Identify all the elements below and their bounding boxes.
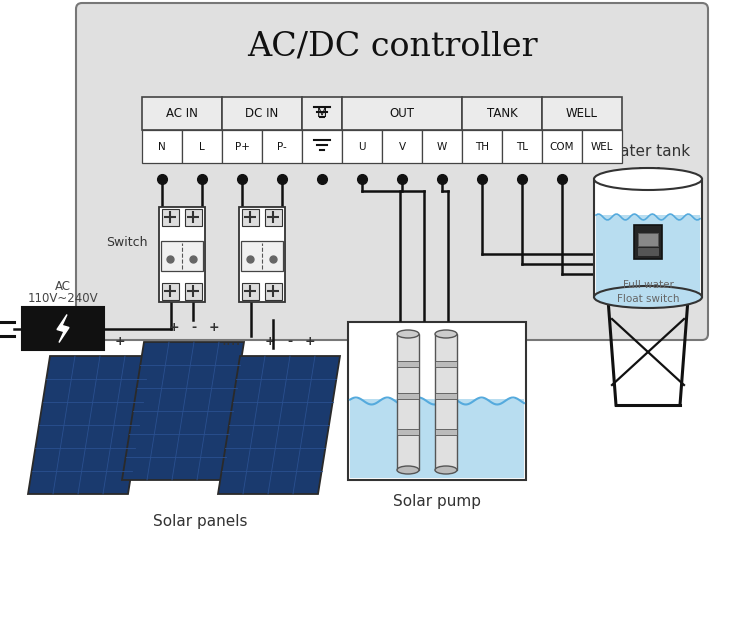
Bar bbox=[222, 130, 262, 163]
Ellipse shape bbox=[435, 466, 457, 474]
Bar bbox=[265, 209, 282, 226]
Text: 110V~240V: 110V~240V bbox=[28, 292, 98, 305]
Text: U: U bbox=[358, 141, 366, 152]
Bar bbox=[397, 361, 419, 367]
Bar bbox=[142, 130, 182, 163]
Text: +: + bbox=[169, 321, 179, 334]
Ellipse shape bbox=[594, 286, 702, 308]
Text: TL: TL bbox=[516, 141, 528, 152]
Text: AC/DC controller: AC/DC controller bbox=[247, 31, 537, 63]
Polygon shape bbox=[122, 342, 244, 480]
Bar bbox=[342, 97, 462, 130]
Text: +: + bbox=[115, 335, 125, 348]
Bar bbox=[185, 209, 202, 226]
Text: N: N bbox=[158, 141, 166, 152]
Text: L: L bbox=[199, 141, 205, 152]
Text: -: - bbox=[98, 335, 103, 348]
Text: P+: P+ bbox=[234, 141, 249, 152]
Text: OUT: OUT bbox=[390, 107, 415, 120]
Bar bbox=[22, 307, 104, 350]
Bar bbox=[462, 130, 502, 163]
Text: +: + bbox=[265, 335, 276, 348]
Bar bbox=[265, 283, 282, 300]
Bar bbox=[435, 429, 457, 435]
Text: AC: AC bbox=[55, 280, 71, 293]
Bar bbox=[342, 130, 382, 163]
Bar bbox=[159, 207, 205, 302]
Bar bbox=[638, 233, 658, 247]
Bar bbox=[582, 130, 622, 163]
Text: P-: P- bbox=[277, 141, 287, 152]
Bar bbox=[634, 225, 662, 259]
Bar bbox=[542, 130, 582, 163]
Polygon shape bbox=[218, 356, 340, 494]
Text: Solar pump: Solar pump bbox=[393, 494, 481, 509]
Text: V: V bbox=[398, 141, 406, 152]
Bar bbox=[435, 361, 457, 367]
Bar bbox=[239, 207, 285, 302]
Text: DC IN: DC IN bbox=[245, 107, 279, 120]
Text: -: - bbox=[191, 321, 196, 334]
Bar bbox=[185, 283, 202, 300]
Bar bbox=[242, 283, 259, 300]
Bar bbox=[142, 97, 222, 130]
Bar bbox=[542, 97, 622, 130]
Text: +: + bbox=[75, 335, 85, 348]
Ellipse shape bbox=[435, 330, 457, 338]
Text: WEL: WEL bbox=[591, 141, 613, 152]
Ellipse shape bbox=[594, 168, 702, 190]
Bar bbox=[242, 209, 259, 226]
Bar bbox=[435, 393, 457, 399]
Bar bbox=[302, 97, 342, 130]
Text: COM: COM bbox=[550, 141, 574, 152]
Bar bbox=[162, 209, 179, 226]
Text: Float switch: Float switch bbox=[617, 294, 679, 304]
Text: Switch: Switch bbox=[107, 236, 148, 249]
Bar bbox=[502, 130, 542, 163]
Bar bbox=[241, 241, 283, 271]
Bar bbox=[161, 241, 203, 271]
Text: TANK: TANK bbox=[487, 107, 517, 120]
Bar bbox=[594, 179, 702, 297]
Text: M: M bbox=[317, 107, 327, 120]
Text: Water tank: Water tank bbox=[606, 144, 690, 159]
Bar bbox=[262, 130, 302, 163]
Bar bbox=[596, 215, 700, 295]
Bar bbox=[397, 393, 419, 399]
Bar bbox=[162, 283, 179, 300]
Bar bbox=[382, 130, 422, 163]
Bar bbox=[435, 334, 457, 470]
Polygon shape bbox=[28, 356, 150, 494]
Text: W: W bbox=[437, 141, 447, 152]
Text: Full water: Full water bbox=[623, 280, 673, 290]
Text: ....: .... bbox=[221, 333, 241, 348]
Text: -: - bbox=[287, 335, 293, 348]
Text: WELL: WELL bbox=[566, 107, 598, 120]
Text: +: + bbox=[305, 335, 315, 348]
Ellipse shape bbox=[397, 330, 419, 338]
Text: AC IN: AC IN bbox=[166, 107, 198, 120]
Bar bbox=[222, 97, 302, 130]
Text: Solar panels: Solar panels bbox=[153, 514, 247, 529]
Bar bbox=[302, 130, 342, 163]
Bar bbox=[182, 130, 222, 163]
Bar bbox=[348, 322, 526, 480]
Text: +: + bbox=[209, 321, 219, 334]
Polygon shape bbox=[57, 315, 69, 342]
Bar bbox=[638, 248, 658, 256]
Text: TH: TH bbox=[475, 141, 489, 152]
Bar bbox=[397, 334, 419, 470]
Bar bbox=[350, 399, 524, 478]
Bar bbox=[397, 429, 419, 435]
Bar bbox=[462, 97, 542, 130]
Bar bbox=[422, 130, 462, 163]
FancyBboxPatch shape bbox=[76, 3, 708, 340]
Ellipse shape bbox=[397, 466, 419, 474]
